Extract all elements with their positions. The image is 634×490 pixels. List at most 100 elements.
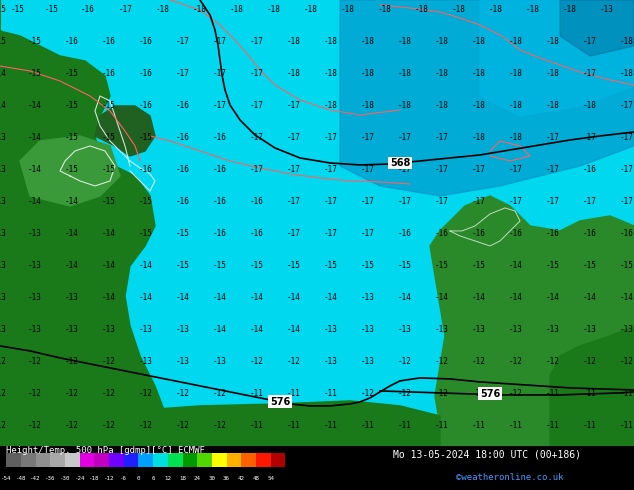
- Bar: [183, 453, 197, 467]
- Text: -18: -18: [526, 5, 540, 15]
- Text: -16: -16: [250, 197, 264, 206]
- Text: -11: -11: [287, 390, 301, 398]
- Bar: [65, 453, 80, 467]
- Text: -6: -6: [120, 476, 127, 482]
- Text: -12: -12: [28, 421, 42, 430]
- Text: -17: -17: [324, 166, 338, 174]
- Text: -17: -17: [583, 197, 597, 206]
- Bar: [226, 453, 242, 467]
- Text: -13: -13: [65, 325, 79, 335]
- Text: -13: -13: [139, 325, 153, 335]
- Text: -18: -18: [489, 5, 503, 15]
- Text: -13: -13: [324, 357, 338, 367]
- Text: -16: -16: [250, 229, 264, 239]
- Text: 24: 24: [194, 476, 201, 482]
- Text: -16: -16: [176, 197, 190, 206]
- Text: -15: -15: [65, 166, 79, 174]
- Text: -15: -15: [435, 262, 449, 270]
- Text: -17: -17: [620, 101, 634, 110]
- Polygon shape: [480, 0, 634, 116]
- Text: -14: -14: [509, 294, 523, 302]
- Text: -12: -12: [435, 357, 449, 367]
- Text: -18: -18: [546, 101, 560, 110]
- Text: -11: -11: [546, 421, 560, 430]
- Text: -15: -15: [620, 262, 634, 270]
- Text: -15: -15: [0, 5, 7, 15]
- Text: -15: -15: [28, 38, 42, 47]
- Text: -11: -11: [509, 421, 523, 430]
- Bar: [168, 453, 183, 467]
- Text: -13: -13: [435, 325, 449, 335]
- Text: -11: -11: [583, 421, 597, 430]
- Text: -18: -18: [287, 70, 301, 78]
- Text: -13: -13: [600, 5, 614, 15]
- Text: -11: -11: [435, 421, 449, 430]
- Text: -13: -13: [0, 197, 7, 206]
- Text: -13: -13: [28, 262, 42, 270]
- Text: -14: -14: [324, 294, 338, 302]
- Text: -12: -12: [287, 357, 301, 367]
- Text: -15: -15: [45, 5, 59, 15]
- Text: -12: -12: [176, 421, 190, 430]
- Text: -18: -18: [89, 476, 100, 482]
- Text: -12: -12: [509, 357, 523, 367]
- Text: -18: -18: [509, 70, 523, 78]
- Text: -13: -13: [0, 133, 7, 143]
- Text: -13: -13: [0, 294, 7, 302]
- Text: -14: -14: [28, 197, 42, 206]
- Text: -17: -17: [361, 133, 375, 143]
- Text: -12: -12: [250, 357, 264, 367]
- Text: -13: -13: [398, 325, 412, 335]
- Text: -16: -16: [139, 38, 153, 47]
- Polygon shape: [560, 0, 634, 56]
- Text: -14: -14: [102, 229, 116, 239]
- Text: -12: -12: [213, 421, 227, 430]
- Text: -12: -12: [509, 390, 523, 398]
- Text: -17: -17: [583, 70, 597, 78]
- Text: -16: -16: [213, 166, 227, 174]
- Text: -17: -17: [472, 166, 486, 174]
- Text: -11: -11: [250, 390, 264, 398]
- Text: -36: -36: [45, 476, 56, 482]
- Bar: [138, 453, 153, 467]
- Text: -13: -13: [0, 325, 7, 335]
- Text: -17: -17: [620, 133, 634, 143]
- Text: -15: -15: [11, 5, 25, 15]
- Text: -15: -15: [250, 262, 264, 270]
- Text: -13: -13: [361, 357, 375, 367]
- Text: -17: -17: [361, 197, 375, 206]
- Text: 6: 6: [152, 476, 155, 482]
- Text: -17: -17: [583, 38, 597, 47]
- Text: -14: -14: [28, 133, 42, 143]
- Text: -13: -13: [139, 357, 153, 367]
- Text: -18: -18: [509, 133, 523, 143]
- Text: -11: -11: [324, 390, 338, 398]
- Text: 48: 48: [252, 476, 259, 482]
- Text: -16: -16: [620, 229, 634, 239]
- Text: -16: -16: [81, 5, 95, 15]
- Text: -17: -17: [250, 166, 264, 174]
- Text: -17: -17: [324, 229, 338, 239]
- Text: -11: -11: [324, 421, 338, 430]
- Text: -13: -13: [583, 325, 597, 335]
- Polygon shape: [550, 326, 634, 446]
- Text: -13: -13: [361, 294, 375, 302]
- Text: -15: -15: [139, 229, 153, 239]
- Text: -13: -13: [28, 229, 42, 239]
- Polygon shape: [95, 106, 155, 156]
- Text: -13: -13: [0, 229, 7, 239]
- Text: -16: -16: [102, 70, 116, 78]
- Text: -13: -13: [28, 294, 42, 302]
- Text: -14: -14: [139, 294, 153, 302]
- Text: -16: -16: [472, 229, 486, 239]
- Text: Mo 13-05-2024 18:00 UTC (00+186): Mo 13-05-2024 18:00 UTC (00+186): [393, 450, 581, 460]
- Text: -42: -42: [30, 476, 41, 482]
- Polygon shape: [20, 136, 120, 206]
- Text: 42: 42: [238, 476, 245, 482]
- Text: -16: -16: [139, 70, 153, 78]
- Text: -12: -12: [583, 357, 597, 367]
- Text: -15: -15: [583, 262, 597, 270]
- Text: -15: -15: [102, 133, 116, 143]
- Text: -12: -12: [398, 390, 412, 398]
- Text: 30: 30: [209, 476, 216, 482]
